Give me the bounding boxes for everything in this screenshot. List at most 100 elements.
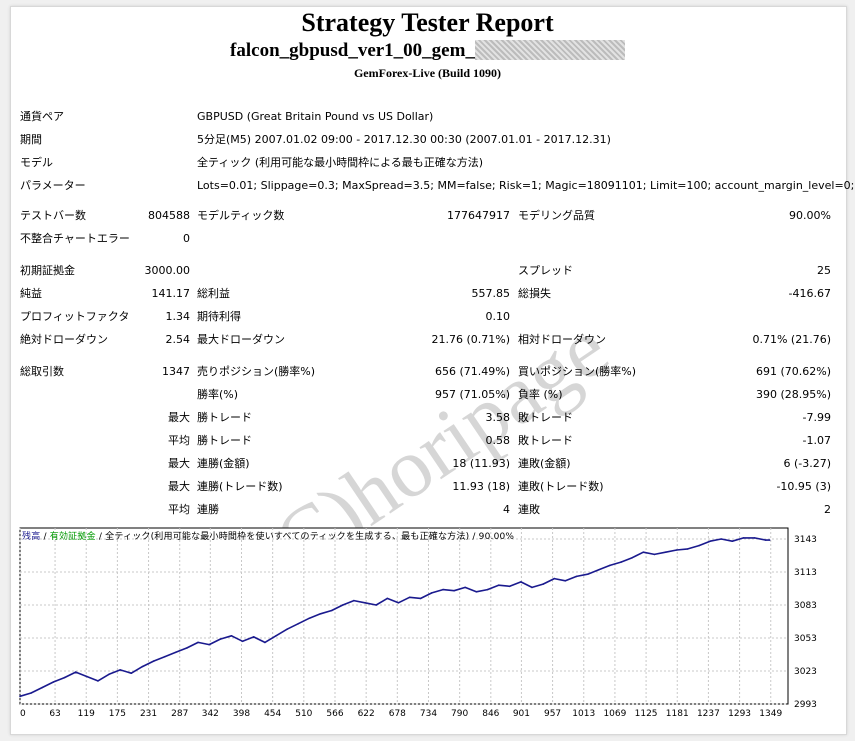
avg-consec-label: 平均 [168,503,190,516]
balance-point [531,586,533,589]
balance-point [553,577,556,580]
spread-label: スプレッド [518,264,573,277]
balance-point [419,597,422,600]
bars-value: 804588 [148,209,190,222]
balance-point [486,588,489,591]
y-tick-label: 3113 [794,568,817,578]
legend-equity: 有効証拠金 [49,532,96,542]
x-tick-label: 790 [451,709,468,719]
model-value: 全ティック (利用可能な最小時間枠による最も正確な方法) [197,156,484,169]
balance-point [108,673,110,676]
balance-point [609,564,611,567]
balance-point [397,602,400,604]
model-label: モデル [20,156,53,169]
balance-point [163,655,166,658]
balance-point [86,675,88,678]
win-rate-value: 957 (71.05%) [434,388,510,401]
consec-loss-count-value: -10.95 (3) [776,480,831,493]
balance-point [542,583,544,585]
x-tick-label: 1125 [635,709,658,719]
x-tick-label: 957 [544,709,561,719]
balance-point [620,561,622,563]
balance-point [598,569,600,571]
x-tick-label: 622 [358,709,375,719]
balance-point [230,635,233,637]
symbol-value: GBPUSD (Great Britain Pound vs US Dollar… [197,110,434,123]
x-tick-label: 454 [264,709,281,719]
balance-point [52,681,55,683]
consec-loss-money-value: 6 (-3.27) [783,457,831,470]
balance-point [197,641,199,644]
net-profit-value: 141.17 [151,287,191,300]
balance-point [63,676,66,679]
loss-rate-value: 390 (28.95%) [755,388,831,401]
x-tick-label: 119 [78,709,95,719]
balance-point [642,551,645,553]
period-label: 期間 [20,133,42,146]
x-tick-label: 566 [326,709,343,719]
balance-point [297,622,300,625]
report-title: Strategy Tester Report [301,8,554,37]
balance-point [520,581,522,583]
legend-model: 全ティック(利用可能な最小時間枠を使いすべてのティックを生成する、最も正確な方法… [105,532,470,542]
x-tick-label: 63 [49,709,60,719]
long-positions-label: 買いポジション(勝率%) [518,365,637,378]
y-tick-label: 3053 [794,634,817,644]
balance-point [208,643,210,646]
balance-point [431,592,433,594]
gross-loss-label: 総損失 [518,287,551,300]
avg-consec-loss-value: 2 [824,503,831,516]
balance-point [41,686,44,689]
ticks-label: モデルティック数 [197,209,285,222]
balance-point [709,540,711,542]
balance-point [698,544,700,547]
balance-point [653,553,656,556]
balance-point [720,538,722,540]
balance-point [631,556,633,559]
balance-point [97,680,99,682]
balance-point [464,586,467,589]
x-tick-label: 1237 [697,709,720,719]
balance-point [74,671,77,673]
short-positions-value: 656 (71.49%) [434,365,510,378]
y-tick-label: 3083 [794,601,817,611]
balance-point [330,609,333,612]
redacted-block [474,40,625,60]
net-profit-label: 純益 [20,287,42,300]
x-tick-label: 678 [389,709,406,719]
avg-win-label: 勝トレード [197,434,252,447]
balance-point [119,669,121,671]
largest-win-value: 3.58 [485,411,511,424]
expected-payoff-value: 0.10 [485,310,511,323]
x-tick-label: 175 [109,709,126,719]
balance-point [764,539,767,541]
balance-chart: 2993 3023 3053 3083 3113 3143 0 63 119 175 231 287 3… [19,527,817,719]
consec-loss-money-label: 連敗(金額) [518,457,571,470]
balance-point [575,575,578,578]
avg-consec-win-value: 4 [503,503,510,516]
x-tick-label: 1181 [666,709,689,719]
balance-point [364,602,366,604]
balance-point [475,591,478,593]
balance-point [175,651,177,654]
legend-quality: 90.00% [478,532,515,542]
x-tick-label: 1013 [572,709,595,719]
bars-label: テストバー数 [20,209,86,222]
balance-point [664,551,667,553]
y-tick-label: 3023 [794,667,817,677]
consec-win-count-value: 11.93 (18) [452,480,510,493]
balance-point [742,537,745,539]
consec-loss-count-label: 連敗(トレード数) [518,480,604,493]
rel-drawdown-label: 相対ドローダウン [518,333,606,346]
x-tick-label: 734 [420,709,437,719]
x-tick-label: 510 [295,709,312,719]
parameters-label: パラメーター [20,179,86,192]
balance-point [687,548,689,550]
abs-drawdown-value: 2.54 [165,333,191,346]
server-build: GemForex-Live (Build 1090) [353,66,502,80]
deposit-value: 3000.00 [144,264,191,277]
mismatch-value: 0 [183,232,190,245]
gross-loss-value: -416.67 [788,287,831,300]
balance-point [453,589,455,592]
y-tick-label: 3143 [794,535,817,545]
